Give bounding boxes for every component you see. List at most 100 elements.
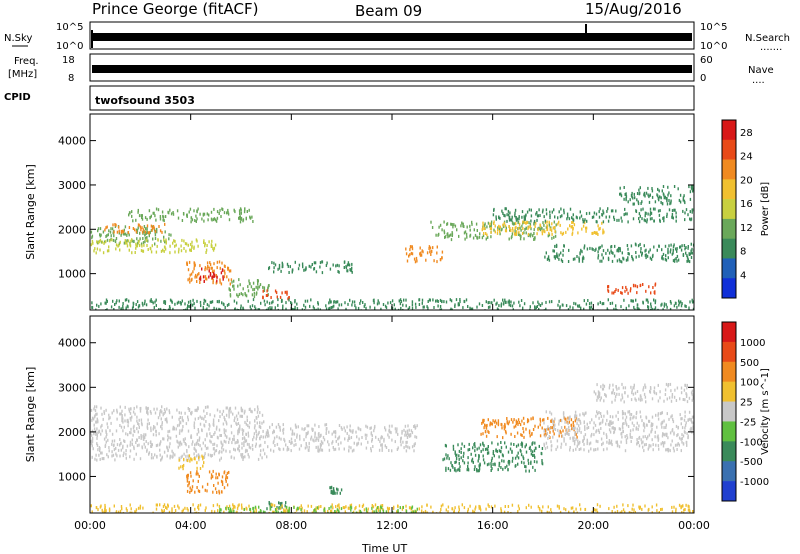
colorbar-tick: 28	[740, 128, 753, 139]
data-cell	[196, 432, 198, 436]
data-cell	[206, 244, 208, 247]
data-cell	[190, 272, 193, 276]
data-cell	[115, 247, 117, 251]
data-cell	[687, 508, 690, 512]
data-cell	[571, 221, 573, 224]
data-cell	[138, 223, 140, 227]
data-cell	[538, 507, 541, 510]
data-cell	[119, 412, 121, 416]
data-cell	[275, 425, 278, 429]
data-cell	[338, 506, 340, 510]
data-cell	[148, 452, 150, 456]
data-cell	[169, 298, 172, 302]
colorbar-segment	[722, 218, 736, 239]
data-cell	[154, 411, 157, 415]
data-cell	[583, 421, 585, 425]
data-cell	[202, 457, 204, 461]
data-cell	[651, 505, 653, 509]
data-cell	[108, 413, 110, 417]
data-cell	[140, 436, 142, 440]
data-cell	[410, 429, 413, 433]
data-cell	[579, 421, 582, 425]
data-cell	[569, 207, 572, 211]
data-cell	[186, 474, 189, 478]
data-cell	[299, 437, 301, 441]
data-cell	[335, 505, 337, 509]
data-cell	[692, 185, 694, 189]
data-cell	[567, 308, 570, 310]
data-cell	[669, 250, 671, 254]
data-cell	[104, 510, 106, 513]
data-cell	[661, 189, 663, 193]
data-cell	[141, 217, 144, 221]
data-cell	[677, 442, 679, 446]
data-cell	[271, 261, 273, 265]
data-cell	[399, 298, 402, 302]
data-cell	[598, 215, 601, 219]
data-cell	[250, 409, 252, 413]
data-cell	[525, 443, 527, 447]
data-cell	[113, 234, 115, 238]
data-cell	[439, 511, 441, 513]
data-cell	[305, 435, 307, 439]
nsky-label: N.Sky	[4, 33, 32, 44]
data-cell	[378, 301, 380, 305]
data-cell	[231, 441, 233, 445]
data-cell	[140, 249, 143, 253]
data-cell	[566, 212, 569, 216]
data-cell	[674, 443, 677, 447]
data-cell	[507, 505, 510, 508]
data-cell	[334, 430, 337, 434]
data-cell	[355, 306, 357, 310]
data-cell	[595, 414, 597, 418]
data-cell	[523, 215, 525, 219]
data-cell	[629, 435, 632, 439]
data-cell	[134, 251, 136, 254]
data-cell	[574, 426, 576, 430]
data-cell	[205, 420, 207, 423]
data-cell	[490, 422, 492, 426]
data-cell	[135, 441, 137, 444]
data-cell	[452, 225, 454, 229]
data-cell	[567, 432, 569, 436]
data-cell	[632, 428, 634, 432]
data-cell	[404, 430, 407, 434]
data-cell	[667, 383, 670, 386]
data-cell	[521, 442, 524, 446]
data-cell	[147, 418, 149, 422]
data-cell	[684, 414, 686, 418]
data-cell	[661, 421, 663, 425]
data-cell	[627, 256, 629, 260]
data-cell	[505, 229, 508, 233]
data-cell	[150, 250, 153, 254]
data-cell	[411, 306, 414, 310]
data-cell	[142, 437, 145, 441]
data-cell	[255, 508, 257, 512]
data-cell	[493, 207, 495, 211]
data-cell	[503, 427, 506, 431]
data-cell	[257, 432, 260, 436]
data-cell	[193, 245, 195, 249]
data-cell	[147, 239, 149, 243]
data-cell	[176, 209, 179, 213]
data-cell	[381, 504, 384, 507]
data-cell	[560, 445, 562, 449]
data-cell	[576, 430, 579, 434]
data-cell	[647, 435, 649, 439]
data-cell	[670, 201, 672, 205]
data-cell	[559, 429, 561, 433]
data-cell	[206, 212, 208, 216]
data-cell	[654, 299, 657, 303]
data-cell	[543, 418, 545, 422]
data-cell	[156, 454, 158, 458]
data-cell	[240, 307, 242, 310]
data-cell	[691, 389, 694, 393]
data-cell	[524, 445, 526, 449]
data-cell	[399, 506, 401, 510]
nsky-trace-band	[92, 33, 692, 41]
data-cell	[254, 505, 257, 509]
data-cell	[139, 506, 141, 510]
data-cell	[625, 438, 628, 442]
data-cell	[511, 503, 514, 507]
